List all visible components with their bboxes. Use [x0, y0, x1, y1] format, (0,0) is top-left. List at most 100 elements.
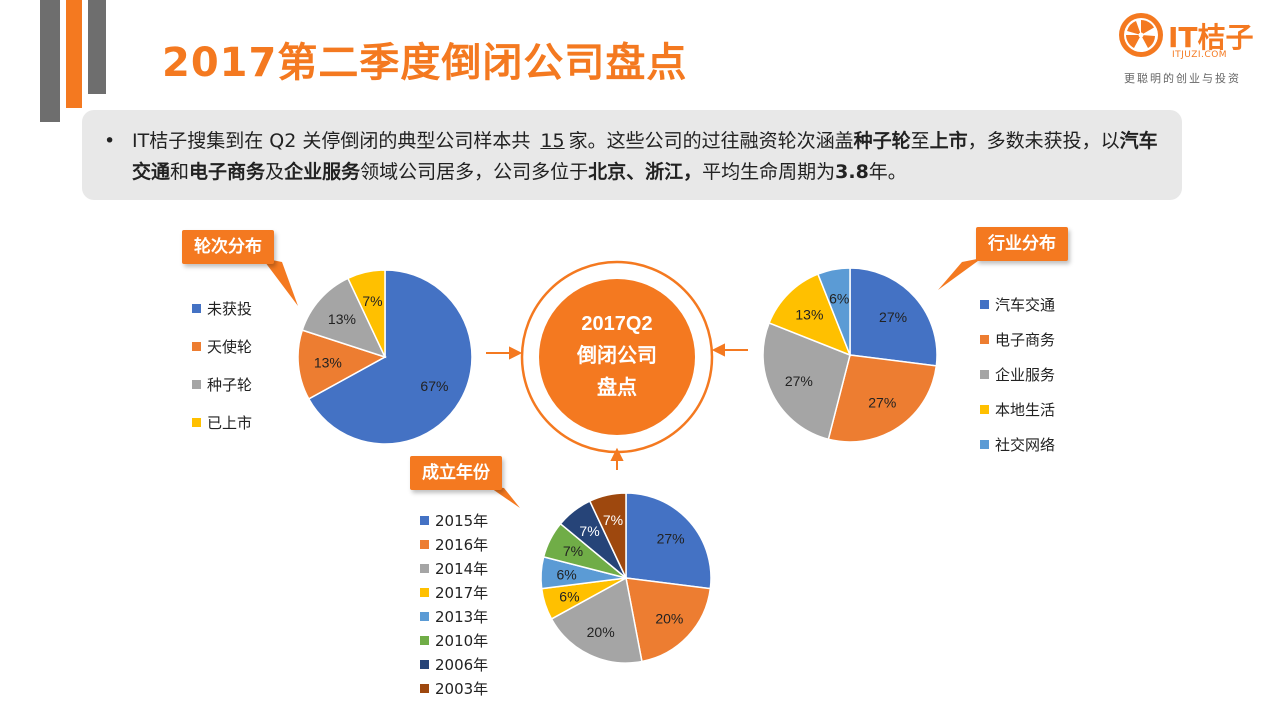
legend-label: 社交网络: [995, 436, 1056, 454]
legend-item: 天使轮: [192, 336, 252, 357]
legend-label: 2015年: [435, 512, 489, 530]
pie-slice-label: 13%: [314, 354, 342, 370]
logo-name: IT桔子: [1168, 21, 1254, 54]
pie-slice: [849, 267, 938, 367]
pie-slice-label: 13%: [328, 311, 356, 327]
logo-slogan: 更聪明的创业与投资: [1124, 72, 1241, 85]
itjuzi-logo: IT桔子 ITJUZI.COM 更聪明的创业与投资: [1118, 12, 1268, 92]
legend-swatch: [420, 684, 429, 693]
legend-label: 本地生活: [995, 401, 1056, 419]
pie-slice: [550, 576, 643, 664]
legend-swatch: [980, 335, 989, 344]
legend-item: 未获投: [192, 298, 252, 319]
legend-swatch: [192, 380, 201, 389]
legend-item: 2006年: [420, 654, 488, 675]
legend-item: 汽车交通: [980, 294, 1055, 315]
summary-text-part: 领域公司居多，公司多位于: [360, 161, 589, 183]
summary-text-part: 至: [910, 130, 930, 152]
legend-item: 2015年: [420, 510, 488, 531]
summary-emphasis: 汽车交通: [132, 130, 1158, 183]
legend-item: 2010年: [420, 630, 488, 651]
pie-slice-label: 7%: [603, 512, 623, 528]
legend-swatch: [980, 300, 989, 309]
pie-slice-label: 27%: [868, 394, 896, 410]
legend-label: 2013年: [435, 608, 489, 626]
orange-slice-icon: [1119, 13, 1163, 57]
legend-item: 本地生活: [980, 399, 1055, 420]
legend-swatch: [980, 370, 989, 379]
sample-count: 15: [540, 130, 565, 152]
pie-slice: [588, 492, 627, 579]
legend-item: 2013年: [420, 606, 488, 627]
pie-slice: [768, 273, 852, 357]
pie-slice-label: 27%: [879, 309, 907, 325]
pie-industry: 27% 27% 27% 13% 6%: [762, 267, 938, 443]
legend-label: 2016年: [435, 536, 489, 554]
summary-emphasis: 上市: [929, 130, 968, 152]
center-line-3: 盘点: [597, 375, 637, 399]
summary-text-part: 及: [265, 161, 285, 183]
pie-slice: [762, 321, 851, 441]
callout-industry: 行业分布: [976, 227, 1068, 261]
legend-item: 2003年: [420, 678, 488, 699]
decor-bar-gray-right: [88, 0, 106, 94]
arrow-left-head: [509, 346, 523, 360]
callout-tail-rounds: [262, 258, 298, 306]
legend-swatch: [192, 418, 201, 427]
legend-swatch: [420, 516, 429, 525]
pie-slice-label: 6%: [829, 291, 849, 307]
arrows: [486, 343, 748, 470]
summary-emphasis: 电子商务: [189, 161, 266, 183]
pie-founded-year: 27%20%20%6%6%7%7%7%: [540, 492, 712, 664]
arrow-bottom-head: [610, 447, 624, 461]
legend-item: 社交网络: [980, 434, 1055, 455]
summary-text-part: 家。这些公司的过往融资轮次涵盖: [568, 130, 854, 152]
legend-swatch: [980, 405, 989, 414]
pie-slice-label: 7%: [362, 293, 382, 309]
legend-label: 电子商务: [995, 331, 1056, 349]
callout-founded-year: 成立年份: [410, 456, 502, 490]
pie-slice: [346, 269, 386, 358]
center-line-2: 倒闭公司: [576, 343, 657, 367]
pie-slice-label: 20%: [587, 624, 615, 640]
decor-bar-gray-left: [40, 0, 60, 122]
summary-emphasis: 3.8: [835, 161, 869, 183]
pie-slice: [307, 269, 473, 445]
callout-tail-year: [488, 486, 520, 508]
legend-swatch: [192, 342, 201, 351]
pie-slice: [625, 492, 712, 590]
pie-slice-label: 7%: [563, 543, 583, 559]
pie-slice-label: 67%: [420, 378, 448, 394]
callout-rounds: 轮次分布: [182, 230, 274, 264]
pie-slice: [301, 277, 387, 359]
legend-item: 2014年: [420, 558, 488, 579]
summary-emphasis: 企业服务: [284, 161, 361, 183]
pie-slice: [297, 329, 387, 400]
summary-text-part: ，多数未获投，以: [967, 130, 1120, 152]
center-line-1: 2017Q2: [581, 313, 652, 335]
summary-text-part: 平均生命周期为: [702, 161, 836, 183]
legend-item: 电子商务: [980, 329, 1055, 350]
legend-item: 种子轮: [192, 374, 252, 395]
legend-label: 企业服务: [995, 366, 1056, 384]
center-disc: [539, 279, 695, 435]
legend-swatch: [420, 612, 429, 621]
legend-label: 2017年: [435, 584, 489, 602]
arrow-right-head: [711, 343, 725, 357]
legend-label: 天使轮: [207, 338, 253, 356]
pie-slice-label: 6%: [557, 566, 577, 582]
legend-swatch: [420, 660, 429, 669]
legend-label: 已上市: [207, 414, 253, 432]
legend-label: 未获投: [207, 300, 253, 318]
legend-label: 2006年: [435, 656, 489, 674]
legend-swatch: [420, 540, 429, 549]
summary-text-part: IT桔子搜集到在 Q2 关停倒闭的典型公司样本共: [132, 130, 531, 152]
legend-swatch: [980, 440, 989, 449]
summary-text-part: 和: [170, 161, 190, 183]
logo-url: ITJUZI.COM: [1172, 50, 1228, 60]
bullet-dot: •: [104, 130, 116, 152]
legend-swatch: [192, 304, 201, 313]
summary-text: IT桔子搜集到在 Q2 关停倒闭的典型公司样本共 15 家。这些公司的过往融资轮次…: [132, 130, 1158, 183]
legend-item: 2016年: [420, 534, 488, 555]
summary-emphasis: 种子轮: [853, 130, 911, 152]
